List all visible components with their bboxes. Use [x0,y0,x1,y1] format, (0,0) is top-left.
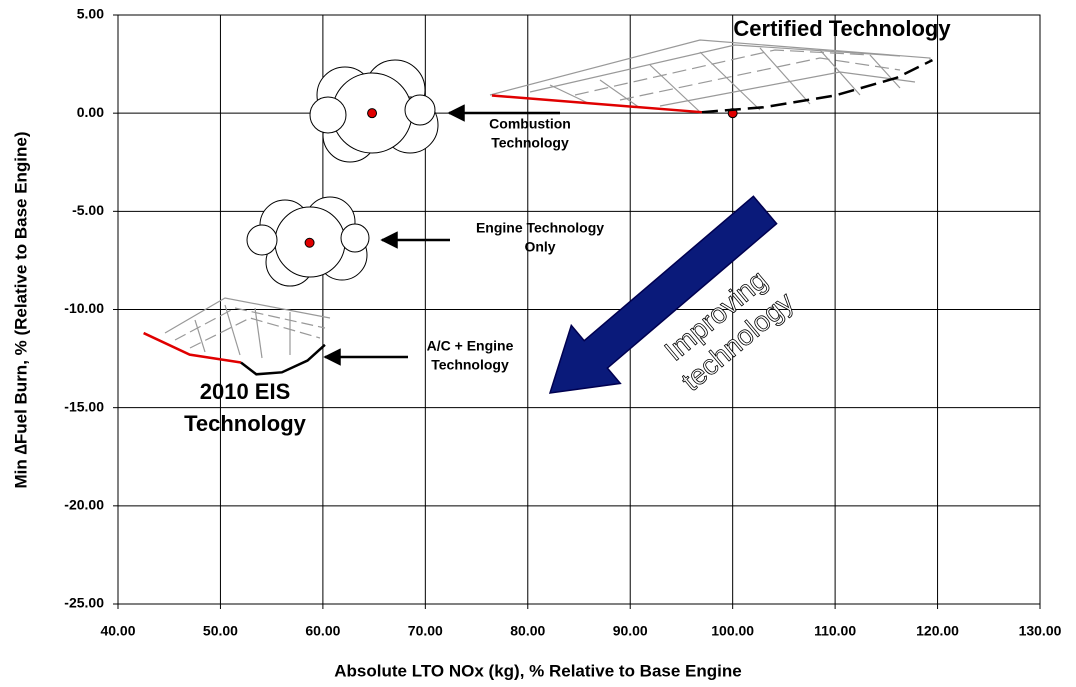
x-tick-label: 110.00 [814,623,856,639]
point [305,238,314,247]
annotation: Certified Technology [733,16,951,41]
y-tick-label: -5.00 [72,202,104,218]
eis-mesh [165,298,330,358]
point [368,109,377,118]
y-axis-title: Min ∆Fuel Burn, % (Relative to Base Engi… [11,131,30,488]
annotation: Technology [491,135,569,151]
y-tick-label: -20.00 [64,497,104,513]
line [144,333,241,362]
x-tick-label: 60.00 [305,623,340,639]
annotation: Only [524,239,555,255]
y-tick-label: -15.00 [64,398,104,414]
annotation: Technology [184,411,307,436]
x-tick-label: 130.00 [1019,623,1062,639]
chart: 40.00 50.00 60.00 70.00 80.00 90.00 100.00 110.… [0,0,1076,687]
line [241,345,325,374]
annotation: Technology [431,357,509,373]
y-tick-label: 5.00 [77,6,104,22]
x-tick-label: 90.00 [613,623,648,639]
annotation: 2010 EIS [200,379,291,404]
annotation: Combustion [489,116,571,132]
annotation: Engine Technology [476,220,604,236]
x-tick-label: 120.00 [916,623,959,639]
x-tick-label: 100.00 [711,623,754,639]
x-tick-label: 70.00 [408,623,443,639]
y-tick-label: -10.00 [64,300,104,316]
y-tick-label: 0.00 [77,104,104,120]
y-tick-label: -25.00 [64,595,104,611]
x-tick-label: 40.00 [100,623,135,639]
annotation: A/C + Engine [427,338,514,354]
x-tick-label: 80.00 [510,623,545,639]
x-tick-label: 50.00 [203,623,238,639]
x-axis-title: Absolute LTO NOx (kg), % Relative to Bas… [334,661,741,680]
